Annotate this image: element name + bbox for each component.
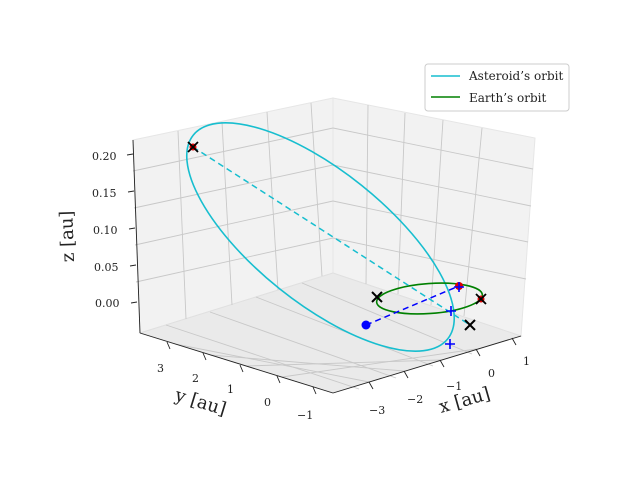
gridline [134,200,334,246]
z-tick-mark [128,227,136,230]
gridline [266,111,279,291]
y-tick-label: 2 [192,372,199,385]
gridline [132,127,334,172]
gridline [174,343,370,383]
z-axis-label: z [au] [56,210,79,262]
z-axis-line [132,139,141,334]
x-tick-mark [368,381,374,390]
y-tick-label: 3 [157,362,164,375]
gridline [177,130,187,320]
z-tick-label: 0.00 [95,297,120,310]
gridline [135,237,334,283]
y-tick-mark [312,386,317,395]
z-tick-mark [129,264,137,267]
gridline [209,354,405,372]
z-tick-label: 0.20 [92,150,117,163]
y-tick-mark [239,364,244,373]
z-tick-label: 0.10 [93,224,118,237]
x-tick-label: −3 [369,404,385,417]
z-tick-label: 0.15 [92,187,117,200]
gridline [365,104,369,285]
tick-marks [126,153,517,395]
gridline [430,119,444,306]
gridline [133,164,334,209]
y-tick-label: −1 [297,409,313,422]
gridline [332,127,534,170]
gridline [332,200,529,243]
x-tick-mark [475,348,481,357]
x-tick-mark [511,337,517,346]
y-tick-label: 1 [227,383,234,396]
grid-lines [132,102,534,390]
gridline [221,121,233,306]
x-tick-label: 0 [488,367,495,380]
gridline [281,348,477,378]
y-tick-mark [166,341,171,350]
y-tick-mark [276,375,281,384]
gridline [310,102,323,277]
orbit-layer [185,122,487,352]
gridline [397,112,406,295]
blue-plus-marker [454,282,464,292]
gridline [332,237,527,280]
y-tick-label: 0 [264,396,271,409]
x-tick-mark [403,370,409,379]
earth-orbit-line [375,282,484,315]
gridline [209,311,397,379]
x-axis-label: x [au] [437,383,493,418]
gridline [165,324,360,390]
legend-box [424,63,570,112]
z-tick-mark [126,153,134,156]
x-tick-label: −2 [407,393,423,406]
legend-label-earth: Earth’s orbit [469,91,546,105]
asteroid-apsides-line [192,146,471,326]
asteroid-orbit-line [185,122,456,352]
x-marker [475,293,487,305]
x-marker [371,291,383,303]
z-tick-label: 0.05 [94,261,119,274]
z-tick-mark [127,190,135,193]
y-axis-label: y [au] [172,384,229,420]
x-tick-label: 1 [523,355,530,368]
y-tick-mark [202,352,207,361]
gridline [463,127,483,317]
gridline [245,359,441,367]
blue-dot-marker [361,320,371,330]
x-axis-line [332,335,522,394]
earth-apsides-line [365,285,460,326]
x-marker [464,319,476,331]
z-tick-mark [130,301,138,304]
x-tick-label: −1 [446,380,462,393]
blue-plus-marker [445,339,455,349]
legend-label-asteroid: Asteroid’s orbit [468,69,563,83]
x-tick-mark [439,359,445,368]
gridline [332,164,532,207]
blue-plus-marker [446,306,456,316]
x-marker [187,141,199,153]
y-axis-line [139,332,334,394]
